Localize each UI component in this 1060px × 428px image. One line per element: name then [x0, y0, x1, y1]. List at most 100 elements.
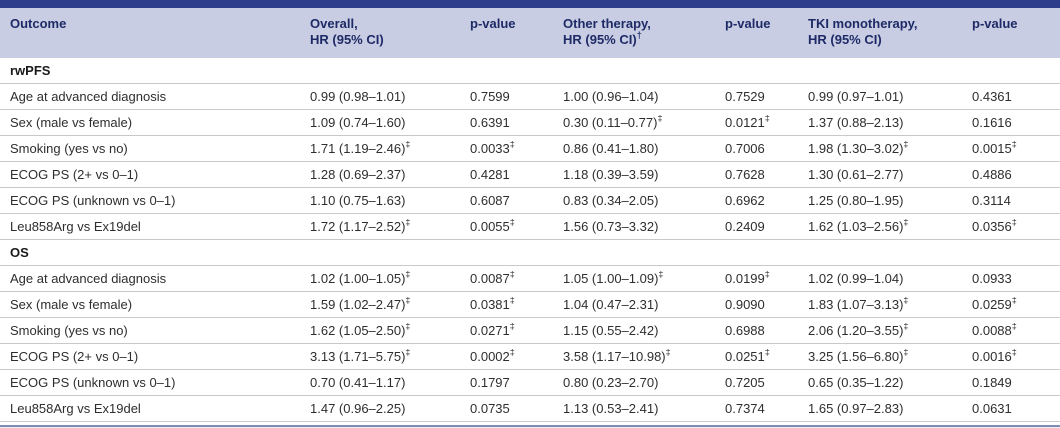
table-cell: 1.00 (0.96–1.04)	[563, 89, 659, 104]
table-cell: 1.30 (0.61–2.77)	[808, 167, 904, 182]
row-label: Age at advanced diagnosis	[10, 89, 167, 104]
table-cell: 0.0251‡	[725, 349, 770, 364]
table-cell: 0.80 (0.23–2.70)	[563, 375, 659, 390]
table-cell: 1.56 (0.73–3.32)	[563, 219, 659, 234]
table-cell: 0.0015‡	[972, 141, 1017, 156]
table-cell: 0.0033‡	[470, 141, 515, 156]
row-label: Age at advanced diagnosis	[10, 271, 167, 286]
table-cell: 0.86 (0.41–1.80)	[563, 141, 659, 156]
table-cell: 0.0002‡	[470, 349, 515, 364]
table-cell: 0.9090	[725, 297, 765, 312]
table-cell: 1.83 (1.07–3.13)‡	[808, 297, 909, 312]
table-cell: 0.7374	[725, 401, 765, 416]
table-cell: 1.09 (0.74–1.60)	[310, 115, 406, 130]
table-cell: 1.37 (0.88–2.13)	[808, 115, 904, 130]
table-cell: 0.1797	[470, 375, 510, 390]
table-row: Sex (male vs female) 1.59 (1.02–2.47)‡ 0.0…	[0, 292, 1060, 318]
row-label: Smoking (yes vs no)	[10, 141, 128, 156]
table-cell: 0.99 (0.98–1.01)	[310, 89, 406, 104]
table-cell: 0.0199‡	[725, 271, 770, 286]
section-row: OS	[0, 240, 1060, 266]
row-label: Leu858Arg vs Ex19del	[10, 401, 141, 416]
table-cell: 1.25 (0.80–1.95)	[808, 193, 904, 208]
table-cell: 1.15 (0.55–2.42)	[563, 323, 659, 338]
table-cell: 1.65 (0.97–2.83)	[808, 401, 904, 416]
column-header-tki-monotherapy-hr: TKI monotherapy, HR (95% CI)	[808, 16, 918, 47]
table-cell: 0.65 (0.35–1.22)	[808, 375, 904, 390]
table-cell: 1.59 (1.02–2.47)‡	[310, 297, 411, 312]
table-cell: 0.0271‡	[470, 323, 515, 338]
table-cell: 0.2409	[725, 219, 765, 234]
column-header-overall-hr: Overall, HR (95% CI)	[310, 16, 384, 47]
table-cell: 3.25 (1.56–6.80)‡	[808, 349, 909, 364]
table-cell: 0.0087‡	[470, 271, 515, 286]
table-cell: 1.13 (0.53–2.41)	[563, 401, 659, 416]
table-cell: 0.7205	[725, 375, 765, 390]
table-cell: 0.0259‡	[972, 297, 1017, 312]
row-label: Sex (male vs female)	[10, 297, 133, 312]
column-header-overall-p: p-value	[470, 16, 516, 31]
table-cell: 1.47 (0.96–2.25)	[310, 401, 406, 416]
table-row: ECOG PS (unknown vs 0–1) 1.10 (0.75–1.63)…	[0, 188, 1060, 214]
table-cell: 0.1849	[972, 375, 1012, 390]
table-cell: 1.18 (0.39–3.59)	[563, 167, 659, 182]
table-cell: 0.6962	[725, 193, 765, 208]
table-row: Leu858Arg vs Ex19del 1.47 (0.96–2.25) 0.07…	[0, 396, 1060, 422]
table-cell: 0.83 (0.34–2.05)	[563, 193, 659, 208]
row-label: Leu858Arg vs Ex19del	[10, 219, 141, 234]
row-label: ECOG PS (unknown vs 0–1)	[10, 375, 176, 390]
table-cell: 1.98 (1.30–3.02)‡	[808, 141, 909, 156]
section-row: rwPFS	[0, 58, 1060, 84]
table-cell: 0.1616	[972, 115, 1012, 130]
table-cell: 0.3114	[972, 193, 1011, 208]
table-cell: 3.13 (1.71–5.75)‡	[310, 349, 411, 364]
table-cell: 1.28 (0.69–2.37)	[310, 167, 406, 182]
table-cell: 0.99 (0.97–1.01)	[808, 89, 904, 104]
table-cell: 0.0631	[972, 401, 1012, 416]
table-row: ECOG PS (2+ vs 0–1) 3.13 (1.71–5.75)‡ 0.00…	[0, 344, 1060, 370]
row-label: Sex (male vs female)	[10, 115, 133, 130]
table-cell: 3.58 (1.17–10.98)‡	[563, 349, 671, 364]
table-cell: 0.6391	[470, 115, 510, 130]
table-cell: 0.7006	[725, 141, 765, 156]
row-label: Smoking (yes vs no)	[10, 323, 128, 338]
table-row: ECOG PS (2+ vs 0–1) 1.28 (0.69–2.37) 0.428…	[0, 162, 1060, 188]
table-row: Leu858Arg vs Ex19del 1.72 (1.17–2.52)‡ 0.0…	[0, 214, 1060, 240]
table-row: Smoking (yes vs no) 1.62 (1.05–2.50)‡ 0.02…	[0, 318, 1060, 344]
column-header-other-therapy-hr: Other therapy, HR (95% CI)†	[563, 16, 651, 47]
table-cell: 0.0088‡	[972, 323, 1017, 338]
table-cell: 1.71 (1.19–2.46)‡	[310, 141, 411, 156]
section-label: rwPFS	[10, 63, 51, 78]
table-cell: 0.70 (0.41–1.17)	[310, 375, 406, 390]
row-label: ECOG PS (2+ vs 0–1)	[10, 167, 139, 182]
table-cell: 0.7529	[725, 89, 765, 104]
table-cell: 0.4886	[972, 167, 1012, 182]
section-label: OS	[10, 245, 29, 260]
column-header-outcome: Outcome	[10, 16, 67, 31]
table-row: Smoking (yes vs no) 1.71 (1.19–2.46)‡ 0.00…	[0, 136, 1060, 162]
table-cell: 0.6087	[470, 193, 510, 208]
table-cell: 0.0356‡	[972, 219, 1017, 234]
table-cell: 0.0381‡	[470, 297, 515, 312]
table-row: Sex (male vs female) 1.09 (0.74–1.60) 0.63…	[0, 110, 1060, 136]
table-cell: 0.0016‡	[972, 349, 1017, 364]
table-cell: 1.62 (1.05–2.50)‡	[310, 323, 411, 338]
table-cell: 0.0121‡	[725, 115, 770, 130]
table-cell: 1.04 (0.47–2.31)	[563, 297, 659, 312]
table-cell: 0.0933	[972, 271, 1012, 286]
table-body: rwPFS Age at advanced diagnosis 0.99 (0.98…	[0, 58, 1060, 422]
table-bottom-border	[0, 425, 1060, 427]
table-cell: 1.05 (1.00–1.09)‡	[563, 271, 664, 286]
table-bottom-padding	[0, 422, 1060, 425]
table-cell: 1.02 (1.00–1.05)‡	[310, 271, 411, 286]
table-cell: 0.7628	[725, 167, 765, 182]
table-cell: 1.62 (1.03–2.56)‡	[808, 219, 909, 234]
table-cell: 0.0055‡	[470, 219, 515, 234]
table-header-row: Outcome Overall, HR (95% CI) p-value Other …	[0, 8, 1060, 58]
row-label: ECOG PS (unknown vs 0–1)	[10, 193, 176, 208]
table-row: ECOG PS (unknown vs 0–1) 0.70 (0.41–1.17)…	[0, 370, 1060, 396]
table-cell: 0.6988	[725, 323, 765, 338]
table-row: Age at advanced diagnosis 1.02 (1.00–1.05…	[0, 266, 1060, 292]
table-cell: 0.7599	[470, 89, 510, 104]
